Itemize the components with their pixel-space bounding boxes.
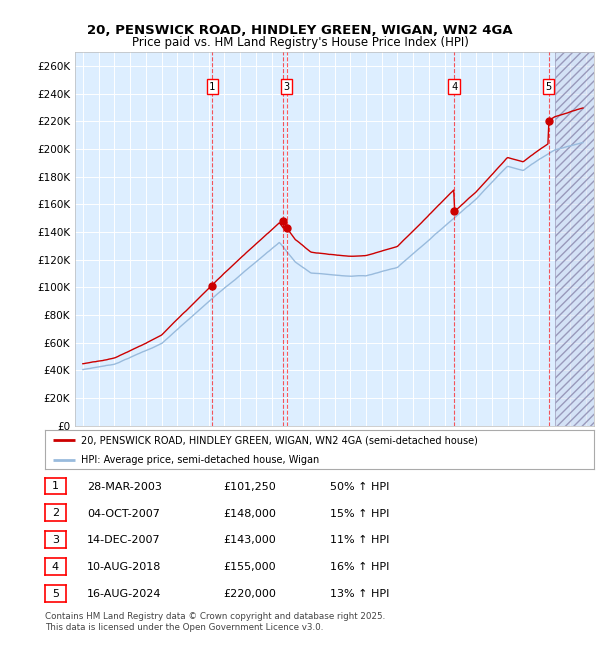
Text: Contains HM Land Registry data © Crown copyright and database right 2025.
This d: Contains HM Land Registry data © Crown c…: [45, 612, 385, 632]
Line: 20, PENSWICK ROAD, HINDLEY GREEN, WIGAN, WN2 4GA (semi-detached house): 20, PENSWICK ROAD, HINDLEY GREEN, WIGAN,…: [83, 108, 583, 364]
HPI: Average price, semi-detached house, Wigan: (2.03e+03, 2.02e+05): Average price, semi-detached house, Wiga…: [568, 142, 575, 150]
20, PENSWICK ROAD, HINDLEY GREEN, WIGAN, WN2 4GA (semi-detached house): [377, 248, 384, 255]
Line: HPI: Average price, semi-detached house, Wigan: HPI: Average price, semi-detached house,…: [83, 142, 583, 370]
Text: 3: 3: [52, 535, 59, 545]
HPI: Average price, semi-detached house, Wigan: (2.01e+03, 1.1e+05): Average price, semi-detached house, Wiga…: [320, 270, 327, 278]
Text: £143,000: £143,000: [223, 536, 276, 545]
20, PENSWICK ROAD, HINDLEY GREEN, WIGAN, WN2 4GA (semi-detached house): [350, 252, 357, 260]
Text: 4: 4: [52, 562, 59, 572]
Text: 5: 5: [52, 589, 59, 599]
Text: £155,000: £155,000: [223, 562, 276, 573]
20, PENSWICK ROAD, HINDLEY GREEN, WIGAN, WN2 4GA (semi-detached house): [79, 360, 86, 368]
Text: 1: 1: [209, 82, 215, 92]
HPI: Average price, semi-detached house, Wigan: (2.01e+03, 1.11e+05): Average price, semi-detached house, Wiga…: [377, 268, 384, 276]
HPI: Average price, semi-detached house, Wigan: (2.01e+03, 1.08e+05): Average price, semi-detached house, Wiga…: [350, 272, 357, 280]
Text: 3: 3: [284, 82, 290, 92]
Text: 13% ↑ HPI: 13% ↑ HPI: [330, 590, 389, 599]
HPI: Average price, semi-detached house, Wigan: (2.01e+03, 1.1e+05): Average price, semi-detached house, Wiga…: [317, 270, 324, 278]
HPI: Average price, semi-detached house, Wigan: (2.02e+03, 1.77e+05): Average price, semi-detached house, Wiga…: [489, 177, 496, 185]
20, PENSWICK ROAD, HINDLEY GREEN, WIGAN, WN2 4GA (semi-detached house): [320, 250, 327, 257]
Text: HPI: Average price, semi-detached house, Wigan: HPI: Average price, semi-detached house,…: [80, 454, 319, 465]
Text: 20, PENSWICK ROAD, HINDLEY GREEN, WIGAN, WN2 4GA: 20, PENSWICK ROAD, HINDLEY GREEN, WIGAN,…: [87, 24, 513, 37]
Text: 15% ↑ HPI: 15% ↑ HPI: [330, 508, 389, 519]
HPI: Average price, semi-detached house, Wigan: (2.03e+03, 2.05e+05): Average price, semi-detached house, Wiga…: [580, 138, 587, 146]
Text: 28-MAR-2003: 28-MAR-2003: [87, 482, 162, 491]
Text: 14-DEC-2007: 14-DEC-2007: [87, 536, 161, 545]
Text: 20, PENSWICK ROAD, HINDLEY GREEN, WIGAN, WN2 4GA (semi-detached house): 20, PENSWICK ROAD, HINDLEY GREEN, WIGAN,…: [80, 435, 478, 445]
Text: 16% ↑ HPI: 16% ↑ HPI: [330, 562, 389, 573]
Bar: [554, 52, 594, 426]
Text: 5: 5: [545, 82, 552, 92]
20, PENSWICK ROAD, HINDLEY GREEN, WIGAN, WN2 4GA (semi-detached house): [580, 104, 587, 112]
HPI: Average price, semi-detached house, Wigan: (2e+03, 4.06e+04): Average price, semi-detached house, Wiga…: [79, 366, 86, 374]
Text: 50% ↑ HPI: 50% ↑ HPI: [330, 482, 389, 491]
Text: £101,250: £101,250: [223, 482, 276, 491]
Text: 4: 4: [451, 82, 457, 92]
20, PENSWICK ROAD, HINDLEY GREEN, WIGAN, WN2 4GA (semi-detached house): [317, 250, 324, 257]
Bar: [554, 52, 594, 426]
Text: £148,000: £148,000: [223, 508, 276, 519]
Text: 1: 1: [52, 481, 59, 491]
Text: 10-AUG-2018: 10-AUG-2018: [87, 562, 161, 573]
Text: £220,000: £220,000: [223, 590, 276, 599]
Text: Price paid vs. HM Land Registry's House Price Index (HPI): Price paid vs. HM Land Registry's House …: [131, 36, 469, 49]
Text: 2: 2: [52, 508, 59, 518]
Text: 11% ↑ HPI: 11% ↑ HPI: [330, 536, 389, 545]
20, PENSWICK ROAD, HINDLEY GREEN, WIGAN, WN2 4GA (semi-detached house): [568, 108, 575, 116]
Text: 04-OCT-2007: 04-OCT-2007: [87, 508, 160, 519]
Text: 16-AUG-2024: 16-AUG-2024: [87, 590, 161, 599]
20, PENSWICK ROAD, HINDLEY GREEN, WIGAN, WN2 4GA (semi-detached house): [489, 170, 496, 177]
